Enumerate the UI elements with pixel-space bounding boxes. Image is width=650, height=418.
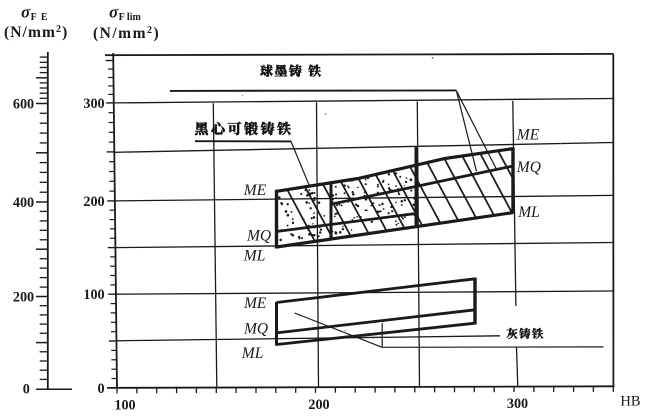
svg-text:ME: ME: [243, 295, 267, 312]
svg-text:600: 600: [13, 96, 34, 112]
svg-text:200: 200: [13, 289, 34, 305]
svg-text:ML: ML: [517, 204, 540, 221]
svg-text:0: 0: [97, 381, 104, 397]
svg-text:ML: ML: [243, 247, 266, 264]
svg-text:HB: HB: [620, 394, 640, 410]
svg-text:ME: ME: [243, 182, 267, 199]
svg-text:300: 300: [507, 396, 528, 412]
svg-text:100: 100: [114, 398, 135, 414]
svg-text:ML: ML: [241, 345, 264, 362]
svg-text:200: 200: [308, 397, 329, 413]
svg-text:300: 300: [83, 96, 104, 112]
svg-text:(N/mm2): (N/mm2): [4, 24, 68, 41]
svg-text:MQ: MQ: [243, 321, 268, 338]
svg-text:ME: ME: [516, 127, 540, 144]
svg-text:100: 100: [83, 287, 104, 303]
svg-text:200: 200: [83, 194, 104, 210]
svg-text:(N/mm2): (N/mm2): [93, 25, 160, 42]
svg-text:MQ: MQ: [516, 159, 541, 176]
svg-text:0: 0: [23, 381, 30, 397]
svg-text:400: 400: [13, 195, 34, 211]
svg-text:MQ: MQ: [246, 227, 271, 244]
